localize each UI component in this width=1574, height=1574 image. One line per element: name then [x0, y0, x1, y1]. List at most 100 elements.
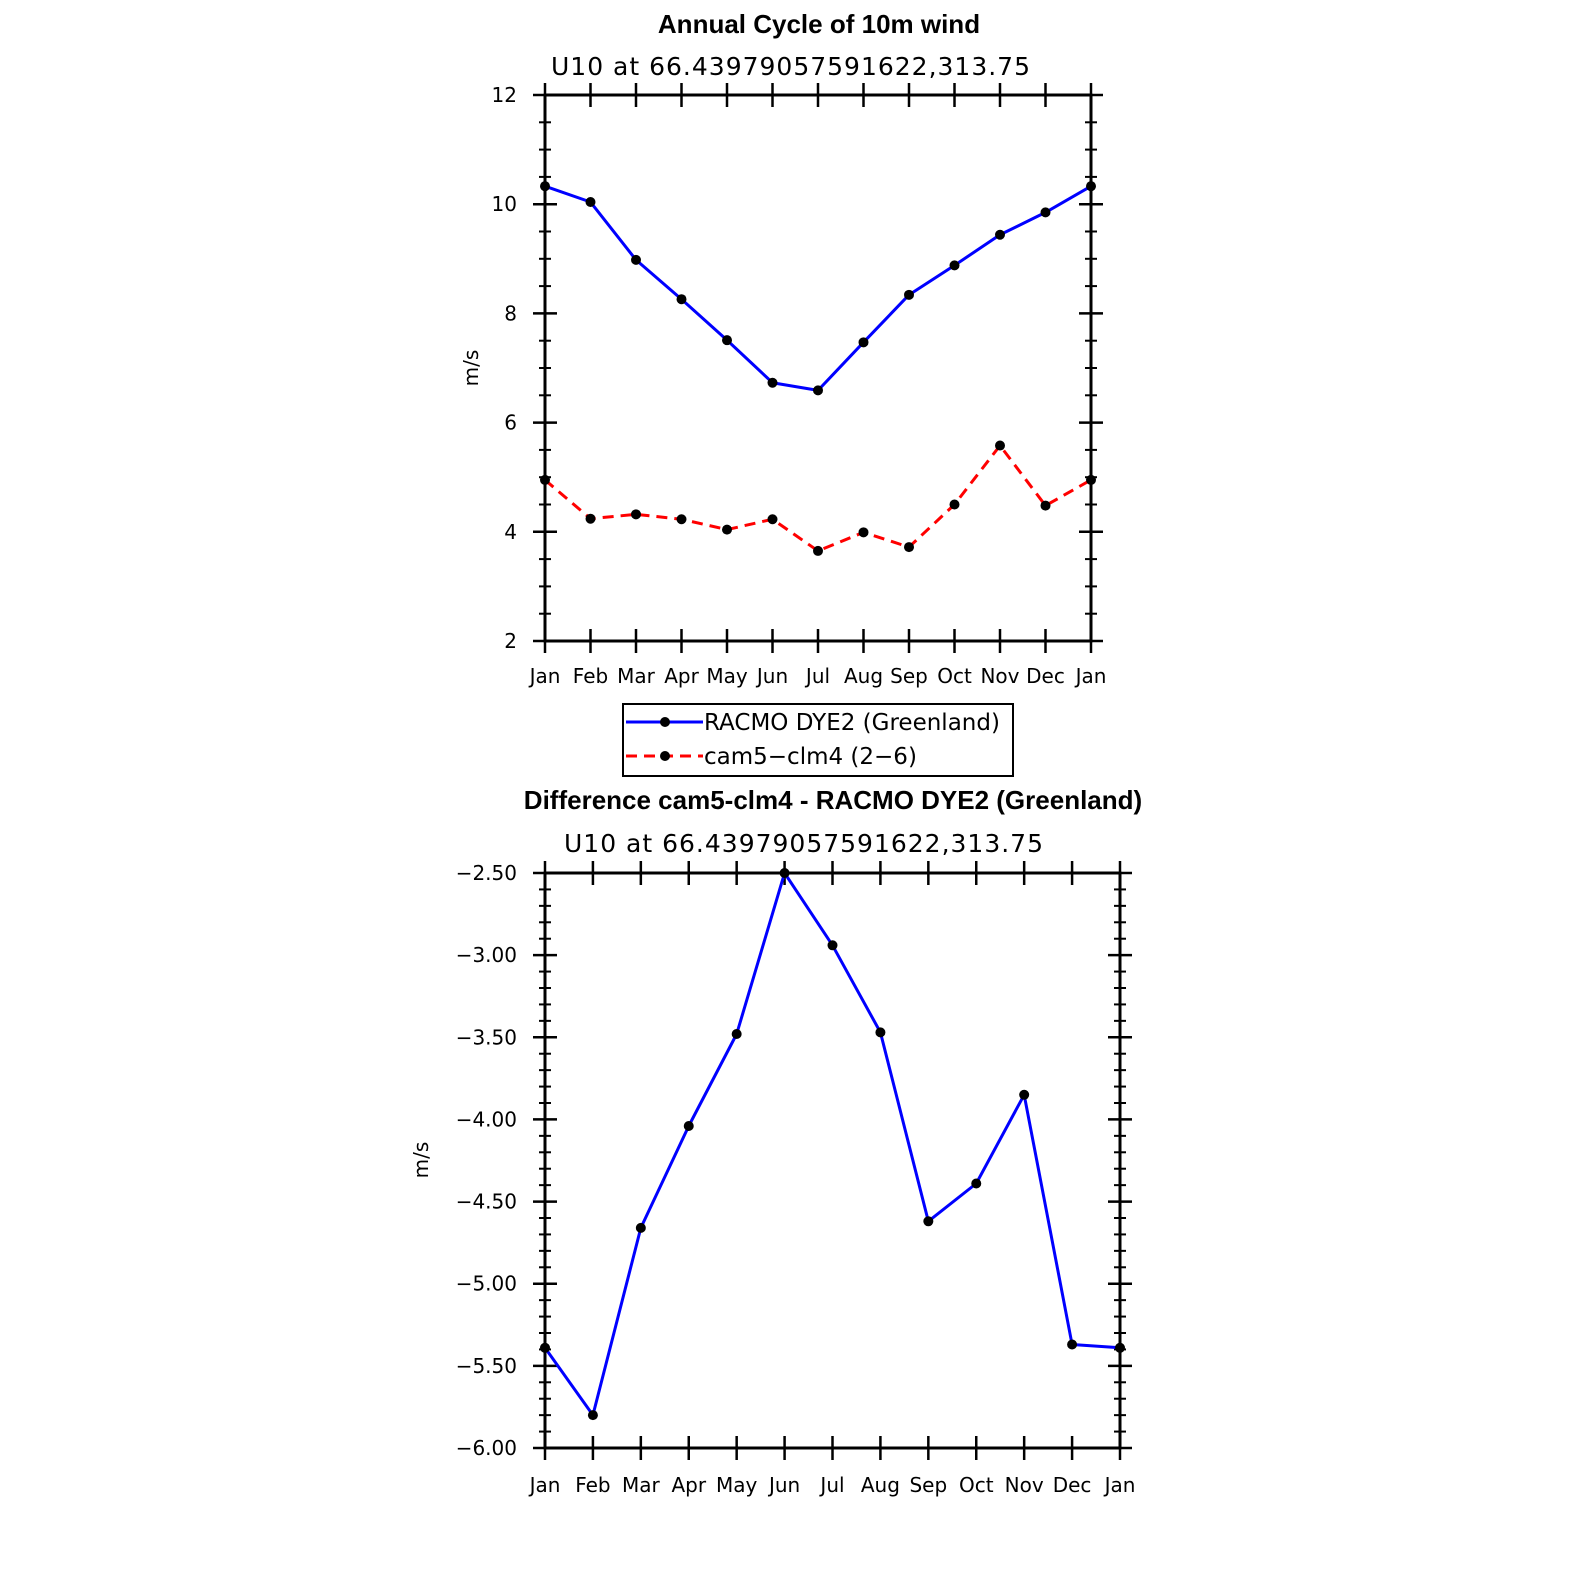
- panel1-x-tick-labels: Jan Feb Mar Apr May Jun Jul Aug Sep Oct Nov Dec Jan: [528, 664, 1107, 688]
- legend-marker-racmo: [660, 717, 670, 727]
- x-tick-label: Feb: [573, 664, 608, 688]
- y-tick-label: −4.50: [456, 1190, 517, 1214]
- data-point: [779, 868, 790, 878]
- x-tick-label: Jan: [1103, 1473, 1136, 1497]
- data-point: [1040, 207, 1051, 218]
- series-line-0: [544, 184, 1092, 392]
- y-tick-label: −3.50: [456, 1025, 517, 1049]
- data-point: [676, 294, 687, 305]
- x-tick-label: Oct: [959, 1473, 994, 1497]
- y-tick-label: −3.00: [456, 943, 517, 967]
- panel1-series: [540, 181, 1096, 556]
- series-line-1: [544, 444, 1092, 553]
- series-line-0: [543, 871, 1121, 1417]
- panel2-x-tick-labels: Jan Feb Mar Apr May Jun Jul Aug Sep Oct Nov Dec Jan: [528, 1473, 1136, 1497]
- panel1-ticks: [533, 83, 1103, 653]
- data-point: [767, 514, 778, 525]
- panel2-plot-frame: [543, 871, 1122, 1450]
- data-point: [540, 474, 550, 485]
- x-tick-label: Sep: [890, 664, 928, 688]
- panel1-plot-frame: [543, 93, 1093, 643]
- panel2-y-axis-label: m/s: [409, 1142, 433, 1179]
- data-point: [827, 940, 838, 951]
- panel1-title: Annual Cycle of 10m wind: [658, 9, 980, 39]
- data-point: [635, 1222, 646, 1233]
- data-point: [731, 1029, 742, 1039]
- data-point: [683, 1121, 694, 1131]
- legend-box: [622, 703, 1014, 777]
- data-point: [587, 1410, 598, 1421]
- data-point: [722, 524, 732, 535]
- panel1-y-axis-label: m/s: [459, 350, 483, 387]
- x-tick-label: Jul: [804, 664, 830, 688]
- panel2-ticks: [533, 861, 1132, 1460]
- x-tick-label: May: [716, 1473, 758, 1497]
- difference-panel: Difference cam5-clm4 - RACMO DYE2 (Green…: [409, 785, 1142, 1497]
- x-tick-label: Dec: [1053, 1473, 1092, 1497]
- data-point: [995, 229, 1005, 240]
- panel2-subtitle: U10 at 66.43979057591622,313.75: [564, 829, 1044, 858]
- legend-label-cam5: cam5−clm4 (2−6): [704, 744, 917, 770]
- y-tick-label: −6.00: [456, 1436, 517, 1460]
- data-point: [1040, 500, 1051, 511]
- x-tick-label: Jan: [528, 1473, 561, 1497]
- x-tick-label: Nov: [980, 664, 1019, 688]
- x-tick-label: Aug: [844, 664, 883, 688]
- x-tick-label: Jan: [528, 664, 561, 688]
- y-tick-label: −4.00: [456, 1107, 517, 1131]
- x-tick-label: Feb: [575, 1473, 610, 1497]
- panel2-y-tick-labels: −6.00 −5.50 −5.00 −4.50 −4.00 −3.50 −3.00 −2.50: [456, 861, 517, 1460]
- data-point: [1086, 474, 1096, 485]
- data-point: [722, 335, 732, 346]
- data-point: [813, 385, 823, 396]
- y-tick-label: −5.00: [456, 1272, 517, 1296]
- data-point: [631, 509, 641, 520]
- data-point: [858, 337, 869, 348]
- data-point: [875, 1027, 886, 1038]
- data-point: [1086, 181, 1096, 192]
- data-point: [904, 289, 914, 300]
- data-point: [676, 514, 687, 525]
- data-point: [540, 1342, 550, 1353]
- x-tick-label: Jun: [755, 664, 788, 688]
- data-point: [1019, 1089, 1030, 1100]
- x-tick-label: Jul: [818, 1473, 844, 1497]
- x-tick-label: Jun: [767, 1473, 800, 1497]
- x-tick-label: Apr: [671, 1473, 706, 1497]
- legend: RACMO DYE2 (Greenland) cam5−clm4 (2−6): [622, 703, 1014, 777]
- data-point: [767, 377, 778, 388]
- x-tick-label: Sep: [909, 1473, 947, 1497]
- data-point: [858, 527, 869, 538]
- x-tick-label: Dec: [1026, 664, 1065, 688]
- data-point: [949, 499, 960, 510]
- panel2-series: [540, 868, 1125, 1421]
- x-tick-label: Jan: [1074, 664, 1107, 688]
- y-tick-label: 10: [492, 192, 517, 216]
- y-tick-label: 8: [504, 301, 517, 325]
- x-tick-label: Mar: [622, 1473, 661, 1497]
- data-point: [585, 513, 596, 524]
- x-tick-label: Mar: [617, 664, 656, 688]
- x-tick-label: Oct: [937, 664, 972, 688]
- y-tick-label: −5.50: [456, 1354, 517, 1378]
- data-point: [971, 1178, 982, 1189]
- panel2-title: Difference cam5-clm4 - RACMO DYE2 (Green…: [524, 785, 1142, 815]
- data-point: [540, 181, 550, 192]
- legend-label-racmo: RACMO DYE2 (Greenland): [704, 710, 1000, 736]
- data-point: [949, 260, 960, 271]
- y-tick-label: 12: [492, 83, 517, 107]
- y-tick-label: −2.50: [456, 861, 517, 885]
- annual-cycle-panel: Annual Cycle of 10m wind U10 at 66.43979…: [459, 9, 1106, 688]
- legend-marker-cam5: [660, 751, 670, 761]
- y-tick-label: 4: [504, 520, 517, 544]
- data-point: [813, 545, 823, 556]
- data-point: [631, 254, 641, 265]
- data-point: [1115, 1342, 1125, 1353]
- data-point: [1067, 1339, 1078, 1350]
- data-point: [904, 542, 914, 553]
- panel1-subtitle: U10 at 66.43979057591622,313.75: [551, 52, 1031, 81]
- x-tick-label: Aug: [861, 1473, 900, 1497]
- data-point: [995, 440, 1005, 451]
- y-tick-label: 2: [504, 629, 517, 653]
